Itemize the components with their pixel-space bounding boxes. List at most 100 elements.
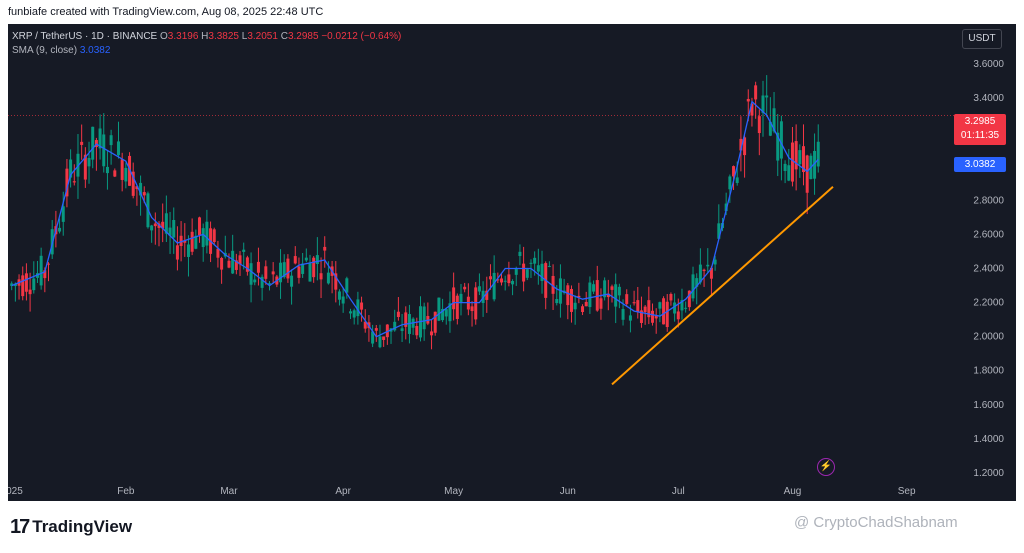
candle-body	[382, 336, 386, 340]
candle-body	[669, 293, 673, 301]
candle-body	[194, 235, 198, 249]
candle-body	[776, 132, 780, 161]
lightning-bolt-icon[interactable]: ⚡	[817, 458, 835, 476]
candle-body	[448, 303, 452, 322]
candle-body	[768, 121, 772, 136]
candle-body	[551, 275, 555, 294]
candle-body	[175, 245, 179, 260]
candle-body	[735, 177, 739, 183]
low-value: 3.2051	[247, 31, 278, 42]
price-chart[interactable]: 1.2000 1.4000 1.6000 1.8000 2.0000 2.2000 2.40…	[8, 24, 1016, 501]
candle-body	[639, 310, 643, 323]
candle-body	[286, 258, 290, 279]
candle-body	[455, 295, 459, 319]
candle-body	[577, 295, 581, 298]
candle-body	[168, 227, 172, 236]
candle-body	[790, 142, 794, 182]
candle-body	[603, 280, 607, 298]
candle-body	[238, 255, 242, 265]
candle-body	[628, 315, 632, 321]
chart-legend: XRP / TetherUS · 1D · BINANCE O3.3196 H3…	[12, 30, 401, 58]
candle-body	[352, 310, 356, 318]
candle-body	[98, 128, 102, 149]
candle-body	[713, 259, 717, 265]
watermark: @ CryptoChadShabnam	[794, 514, 958, 531]
candle-body	[706, 264, 710, 267]
y-tick-label: 2.2000	[973, 298, 1004, 309]
candle-body	[525, 269, 529, 278]
sma-label[interactable]: SMA (9, close)	[12, 45, 78, 56]
candle-body	[267, 283, 271, 285]
candle-body	[113, 170, 117, 177]
candle-body	[249, 263, 253, 285]
y-tick-label: 2.4000	[973, 264, 1004, 275]
candle-body	[422, 306, 426, 330]
candle-body	[805, 155, 809, 193]
candle-body	[569, 288, 573, 312]
y-tick-label: 1.6000	[973, 400, 1004, 411]
candle-body	[470, 306, 474, 312]
candle-body	[621, 309, 625, 320]
tradingview-logo: 17 TradingView	[10, 515, 132, 539]
candle-body	[430, 331, 434, 336]
candle-body	[315, 255, 319, 264]
candle-body	[293, 256, 297, 264]
candle-body	[651, 310, 655, 323]
top-bar: funbiafe created with TradingView.com, A…	[0, 0, 1024, 24]
candle-body	[109, 135, 113, 146]
candle-body	[87, 157, 91, 167]
candle-body	[190, 231, 194, 252]
y-tick-label: 1.4000	[973, 434, 1004, 445]
change-value: −0.0212 (−0.64%)	[321, 31, 402, 42]
candle-body	[684, 307, 688, 309]
candle-body	[632, 302, 636, 304]
candle-body	[463, 286, 467, 290]
candle-body	[345, 278, 349, 293]
candle-body	[404, 312, 408, 327]
chart-area[interactable]: 1.2000 1.4000 1.6000 1.8000 2.0000 2.2000 2.40…	[8, 24, 1016, 501]
candle-body	[201, 228, 205, 248]
candle-body	[566, 285, 570, 306]
high-value: 3.3825	[208, 31, 239, 42]
candle-body	[301, 263, 305, 274]
symbol-label[interactable]: XRP / TetherUS · 1D · BINANCE	[12, 31, 158, 42]
candle-body	[746, 98, 750, 102]
candle-body	[522, 263, 526, 282]
candle-body	[581, 306, 585, 312]
bar-countdown: 01:11:35	[960, 130, 1000, 141]
candle-body	[673, 302, 677, 314]
candle-body	[279, 262, 283, 283]
candle-body	[326, 272, 330, 284]
candle-body	[308, 263, 312, 282]
candle-body	[709, 267, 713, 279]
candle-body	[794, 141, 798, 170]
candle-body	[511, 280, 515, 285]
candle-body	[164, 213, 168, 234]
candle-body	[783, 163, 787, 172]
last-price-value: 3.2985	[964, 116, 996, 127]
x-tick-label: May	[444, 486, 463, 497]
candle-body	[485, 290, 489, 300]
candle-body	[595, 280, 599, 311]
candle-body	[680, 300, 684, 311]
y-tick-label: 3.6000	[973, 59, 1004, 70]
candle-body	[437, 297, 441, 321]
candle-body	[183, 240, 187, 243]
candle-body	[433, 311, 437, 333]
y-tick-label: 3.4000	[973, 93, 1004, 104]
candle-body	[754, 85, 758, 100]
candle-body	[242, 249, 246, 252]
candle-body	[584, 301, 588, 307]
candle-body	[378, 336, 382, 348]
currency-button[interactable]: USDT	[962, 29, 1002, 49]
candle-body	[43, 270, 47, 279]
candle-body	[415, 326, 419, 336]
candle-body	[654, 315, 658, 319]
candle-body	[750, 103, 754, 116]
candle-body	[798, 150, 802, 165]
candle-body	[80, 141, 84, 145]
candle-body	[816, 141, 820, 167]
candle-body	[573, 302, 577, 310]
candle-body	[234, 260, 238, 270]
candle-body	[802, 146, 806, 173]
